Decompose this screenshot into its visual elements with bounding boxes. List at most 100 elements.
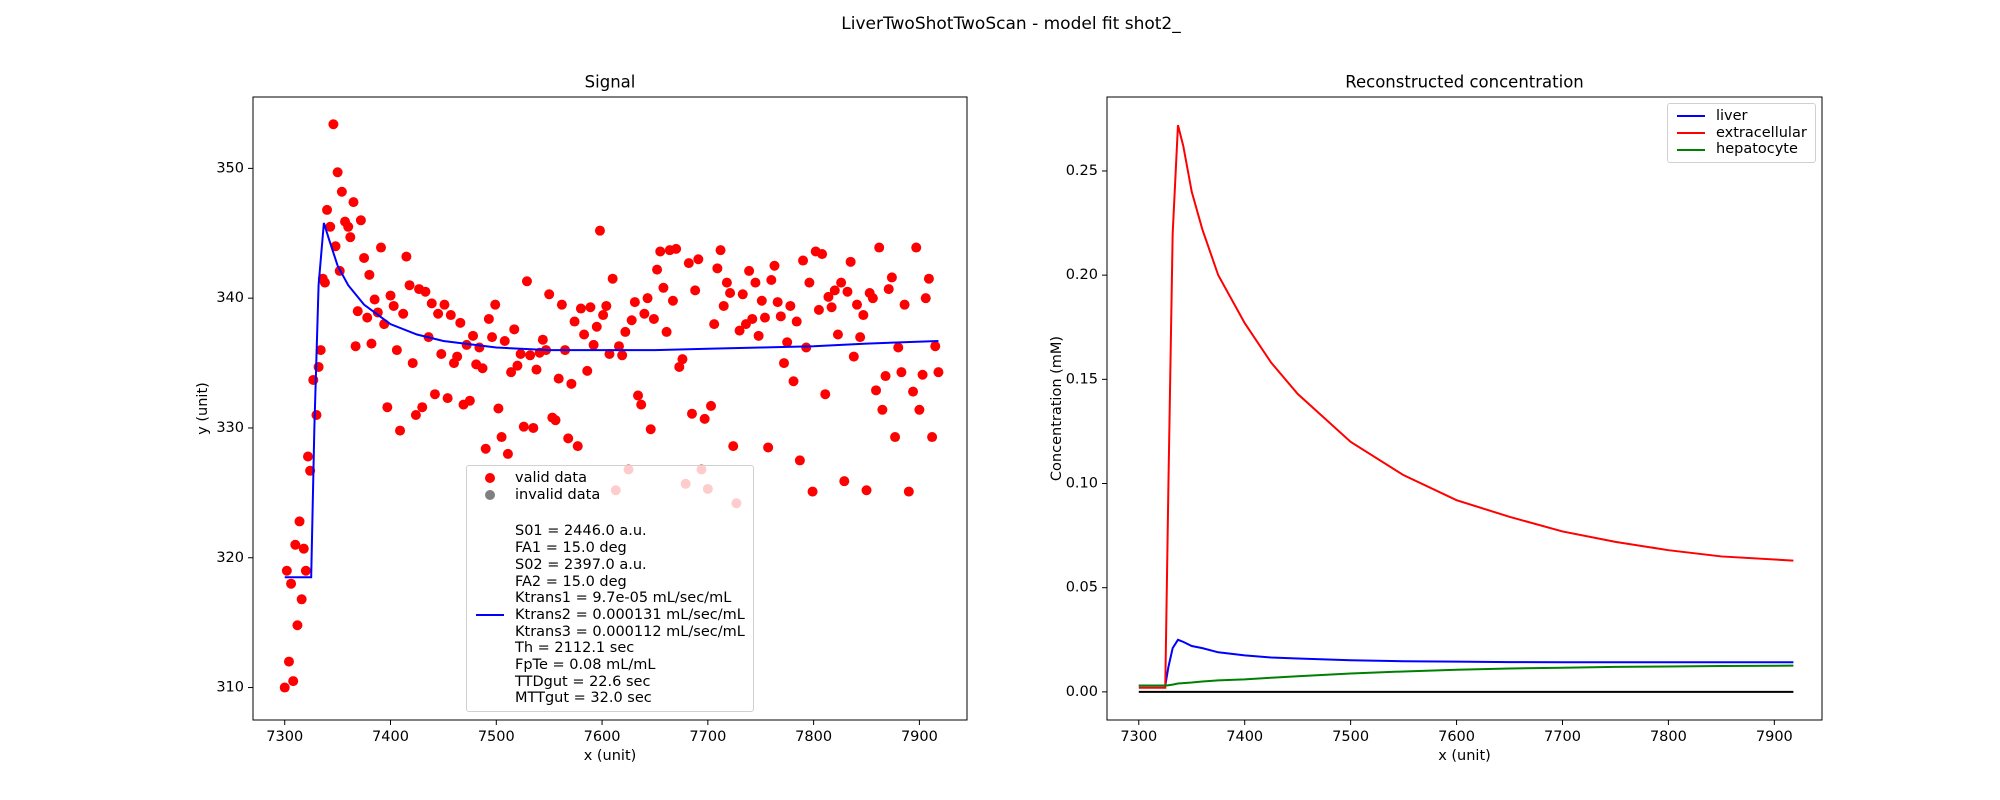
data-point: [461, 339, 472, 350]
y-tick-label: 0.10: [1066, 476, 1098, 492]
data-point: [579, 329, 590, 340]
data-point: [820, 389, 831, 400]
data-point: [839, 476, 850, 487]
data-point: [930, 341, 941, 352]
data-point: [874, 242, 885, 253]
data-point: [322, 204, 333, 215]
data-point: [366, 338, 377, 349]
x-tick-label: 7500: [478, 729, 515, 745]
data-point: [911, 242, 922, 253]
data-point: [388, 300, 399, 311]
data-point: [836, 277, 847, 288]
data-point: [871, 385, 882, 396]
data-point: [591, 321, 602, 332]
x-tick-label: 7800: [795, 729, 832, 745]
data-point: [499, 336, 510, 347]
data-point: [886, 272, 897, 283]
legend-dot: [485, 490, 495, 501]
x-tick-label: 7800: [1650, 729, 1687, 745]
data-point: [851, 299, 862, 310]
data-point: [521, 276, 532, 287]
data-point: [629, 297, 640, 308]
data-point: [512, 360, 523, 371]
data-point: [721, 277, 732, 288]
y-tick-label: 350: [216, 160, 244, 176]
data-point: [801, 342, 812, 353]
plot-area: [1138, 124, 1794, 693]
legend-entry: invalid data: [475, 487, 745, 504]
legend-entry: liver: [1676, 108, 1807, 125]
y-tick-label: 0.15: [1066, 371, 1098, 387]
x-tick-label: 7500: [1332, 729, 1369, 745]
data-point: [311, 409, 322, 420]
data-point: [585, 302, 596, 313]
legend-line: [1677, 132, 1705, 135]
data-point: [553, 373, 564, 384]
data-point: [896, 367, 907, 378]
data-point: [813, 304, 824, 315]
data-point: [537, 334, 548, 345]
data-point: [880, 371, 891, 382]
data-point: [648, 313, 659, 324]
figure-title: LiverTwoShotTwoScan - model fit shot2_: [841, 14, 1181, 34]
data-point: [582, 365, 593, 376]
data-point: [290, 539, 301, 550]
data-point: [718, 300, 729, 311]
series-line: [284, 222, 939, 579]
legend: valid data invalid data S01 = 2446.0 a.u. …: [466, 465, 754, 713]
data-point: [658, 282, 669, 293]
y-tick-label: 0.20: [1066, 267, 1098, 283]
data-point: [345, 232, 356, 243]
data-point: [923, 273, 934, 284]
data-point: [417, 402, 428, 413]
data-point: [728, 441, 739, 452]
legend-entry: valid data: [475, 470, 745, 487]
axes-title: Reconstructed concentration: [1345, 73, 1584, 92]
data-point: [674, 361, 685, 372]
x-tick-label: 7900: [901, 729, 938, 745]
data-point: [281, 565, 292, 576]
data-point: [620, 326, 631, 337]
data-point: [332, 167, 343, 178]
data-point: [563, 433, 574, 444]
plot-area: [279, 119, 944, 693]
data-point: [617, 350, 628, 361]
data-point: [725, 287, 736, 298]
data-point: [279, 682, 290, 693]
data-point: [788, 376, 799, 387]
data-point: [528, 422, 539, 433]
legend-dot-mark: [485, 473, 495, 484]
data-point: [502, 448, 513, 459]
data-point: [550, 415, 561, 426]
data-point: [303, 451, 314, 462]
legend-entry: hepatocyte: [1676, 141, 1807, 158]
data-point: [826, 302, 837, 313]
data-point: [319, 277, 330, 288]
data-point: [867, 293, 878, 304]
data-point: [639, 308, 650, 319]
data-point: [785, 300, 796, 311]
y-tick-label: 330: [216, 420, 244, 436]
data-point: [883, 284, 894, 295]
x-tick-label: 7600: [584, 729, 621, 745]
x-tick-label: 7900: [1756, 729, 1793, 745]
data-point: [604, 348, 615, 359]
y-tick-label: 320: [216, 550, 244, 566]
data-point: [782, 337, 793, 348]
data-point: [350, 341, 361, 352]
data-point: [769, 260, 780, 271]
data-point: [369, 294, 380, 305]
series-line: [1138, 664, 1794, 687]
data-point: [927, 432, 938, 443]
legend-marker: [475, 607, 505, 623]
data-point: [515, 348, 526, 359]
series-line: [1138, 124, 1794, 689]
data-point: [807, 486, 818, 497]
data-point: [569, 316, 580, 327]
series-line: [1138, 638, 1794, 687]
data-point: [706, 400, 717, 411]
data-point: [845, 256, 856, 267]
data-point: [855, 332, 866, 343]
data-point: [636, 399, 647, 410]
data-point: [325, 221, 336, 232]
